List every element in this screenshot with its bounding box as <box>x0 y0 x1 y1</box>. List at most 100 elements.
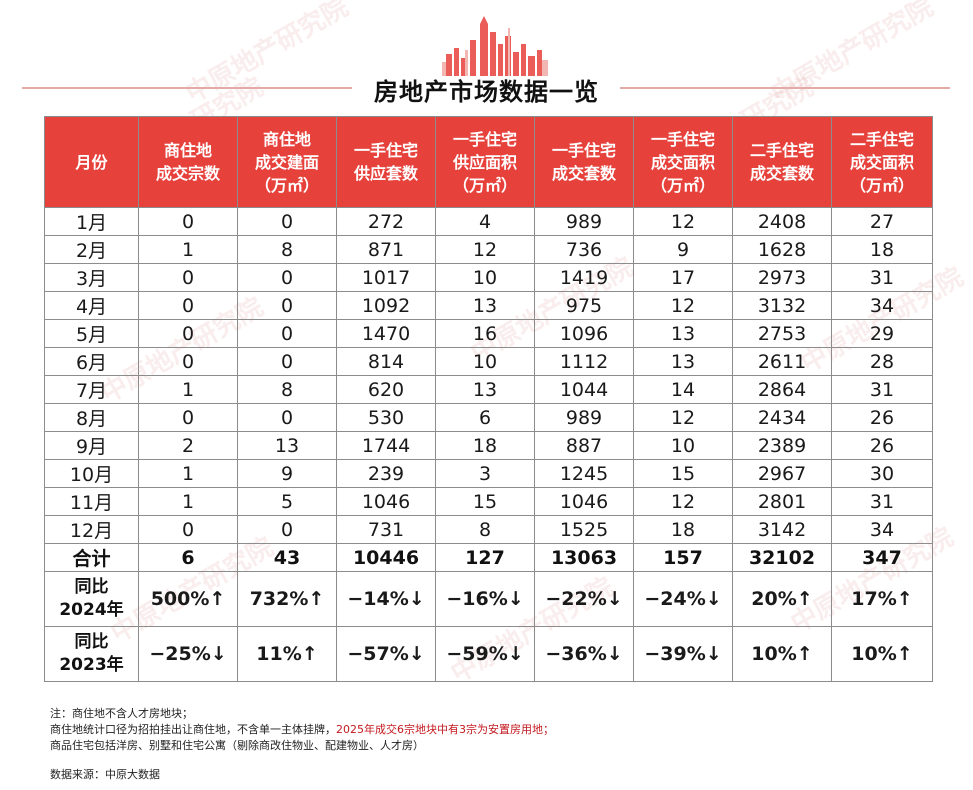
table-cell: 26 <box>831 403 933 432</box>
table-cell: 15 <box>633 459 733 488</box>
column-header-line: （万㎡） <box>452 175 517 195</box>
table-cell: 620 <box>336 375 436 404</box>
table-cell: 2月 <box>44 235 139 264</box>
table-cell: 0 <box>237 263 337 292</box>
table-cell: 0 <box>237 515 337 544</box>
table-cell: 10 <box>435 347 535 376</box>
table-cell: 887 <box>534 431 634 460</box>
table-cell: 26 <box>831 431 933 460</box>
table-cell: 2864 <box>732 375 832 404</box>
total-cell: 合计 <box>44 543 139 572</box>
column-header-line: 成交建面 <box>254 152 319 172</box>
table-cell: 2408 <box>732 207 832 236</box>
table-cell: 8 <box>237 235 337 264</box>
yoy-label-line: 同比 <box>74 632 109 652</box>
table-cell: 1245 <box>534 459 634 488</box>
column-header-line: 二手住宅 <box>849 129 914 149</box>
table-cell: 12 <box>633 487 733 516</box>
note-line: 注：商住地不含人才房地块； <box>50 707 193 720</box>
table-cell: 1044 <box>534 375 634 404</box>
table-cell: 13 <box>633 347 733 376</box>
table-cell: 12 <box>633 207 733 236</box>
table-cell: 1092 <box>336 291 436 320</box>
table-row: 7月 1 8 620 13 1044 14 2864 31 <box>44 375 933 404</box>
column-header: 一手住宅 成交面积 （万㎡） <box>633 116 733 208</box>
table-cell: 2389 <box>732 431 832 460</box>
table-cell: 8 <box>435 515 535 544</box>
table-cell: 736 <box>534 235 634 264</box>
table-cell: 2753 <box>732 319 832 348</box>
table-row: 3月 0 0 1017 10 1419 17 2973 31 <box>44 263 933 292</box>
column-header-line: 供应面积 <box>452 152 517 172</box>
table-cell: 6 <box>435 403 535 432</box>
table-cell: 0 <box>138 263 238 292</box>
yoy-cell: 20%↑ <box>732 571 832 627</box>
table-cell: 12月 <box>44 515 139 544</box>
table-row: 10月 1 9 239 3 1245 15 2967 30 <box>44 459 933 488</box>
total-cell: 127 <box>435 543 535 572</box>
table-cell: 2434 <box>732 403 832 432</box>
table-cell: 18 <box>435 431 535 460</box>
table-cell: 10月 <box>44 459 139 488</box>
yoy-label-line: 2023年 <box>59 655 124 675</box>
page-title: 房地产市场数据一览 <box>0 72 973 107</box>
table-cell: 29 <box>831 319 933 348</box>
table-cell: 12 <box>435 235 535 264</box>
table-cell: 3142 <box>732 515 832 544</box>
table-cell: 7月 <box>44 375 139 404</box>
table-cell: 5 <box>237 487 337 516</box>
table-cell: 1419 <box>534 263 634 292</box>
total-cell: 43 <box>237 543 337 572</box>
note-line: 商品住宅包括洋房、别墅和住宅公寓（剔除商改住物业、配建物业、人才房） <box>50 739 424 752</box>
total-cell: 157 <box>633 543 733 572</box>
table-cell: 6月 <box>44 347 139 376</box>
table-cell: 239 <box>336 459 436 488</box>
table-cell: 13 <box>237 431 337 460</box>
total-cell: 13063 <box>534 543 634 572</box>
table-row: 8月 0 0 530 6 989 12 2434 26 <box>44 403 933 432</box>
column-header: 商住地 成交建面 （万㎡） <box>237 116 337 208</box>
table-cell: 0 <box>138 291 238 320</box>
table-cell: 13 <box>435 291 535 320</box>
column-header-line: 成交宗数 <box>155 164 220 183</box>
column-header-line: 商住地 <box>262 129 311 149</box>
table-cell: 13 <box>633 319 733 348</box>
yoy-cell: −14%↓ <box>336 571 436 627</box>
table-header-row: 月份 商住地 成交宗数 商住地 成交建面 （万㎡） 一手住宅 供应套数 一手住宅 供应面积 （万㎡）… <box>44 116 933 208</box>
table-row: 2月 1 8 871 12 736 9 1628 18 <box>44 235 933 264</box>
column-header: 商住地 成交宗数 <box>138 116 238 208</box>
data-source: 数据来源：中原大数据 <box>50 768 160 781</box>
table-cell: 272 <box>336 207 436 236</box>
column-header-line: 商住地 <box>163 141 212 160</box>
column-header-line: 二手住宅 <box>749 141 814 160</box>
yoy-cell: 17%↑ <box>831 571 933 627</box>
table-cell: 14 <box>633 375 733 404</box>
column-header: 一手住宅 供应面积 （万㎡） <box>435 116 535 208</box>
city-skyline-icon <box>442 16 548 76</box>
table-cell: 8月 <box>44 403 139 432</box>
table-cell: 1 <box>138 235 238 264</box>
data-table: 月份 商住地 成交宗数 商住地 成交建面 （万㎡） 一手住宅 供应套数 一手住宅 供应面积 （万㎡）… <box>44 116 933 682</box>
table-cell: 731 <box>336 515 436 544</box>
table-cell: 34 <box>831 515 933 544</box>
table-cell: 31 <box>831 375 933 404</box>
table-cell: 9月 <box>44 431 139 460</box>
table-cell: 27 <box>831 207 933 236</box>
table-cell: 2973 <box>732 263 832 292</box>
table-body: 1月 0 0 272 4 989 12 2408 27 2月 1 8 871 12 736 9 1628 18 3月… <box>44 207 933 682</box>
table-cell: 13 <box>435 375 535 404</box>
column-header: 月份 <box>44 116 139 208</box>
table-cell: 3132 <box>732 291 832 320</box>
table-cell: 0 <box>237 291 337 320</box>
yoy-cell: −57%↓ <box>336 626 436 682</box>
yoy-cell: 500%↑ <box>138 571 238 627</box>
table-cell: 1 <box>138 459 238 488</box>
total-cell: 347 <box>831 543 933 572</box>
table-cell: 0 <box>237 319 337 348</box>
column-header-line: 成交面积 <box>849 152 914 172</box>
table-cell: 1046 <box>336 487 436 516</box>
table-cell: 8 <box>237 375 337 404</box>
table-cell: 1525 <box>534 515 634 544</box>
table-cell: 10 <box>435 263 535 292</box>
table-cell: 2967 <box>732 459 832 488</box>
